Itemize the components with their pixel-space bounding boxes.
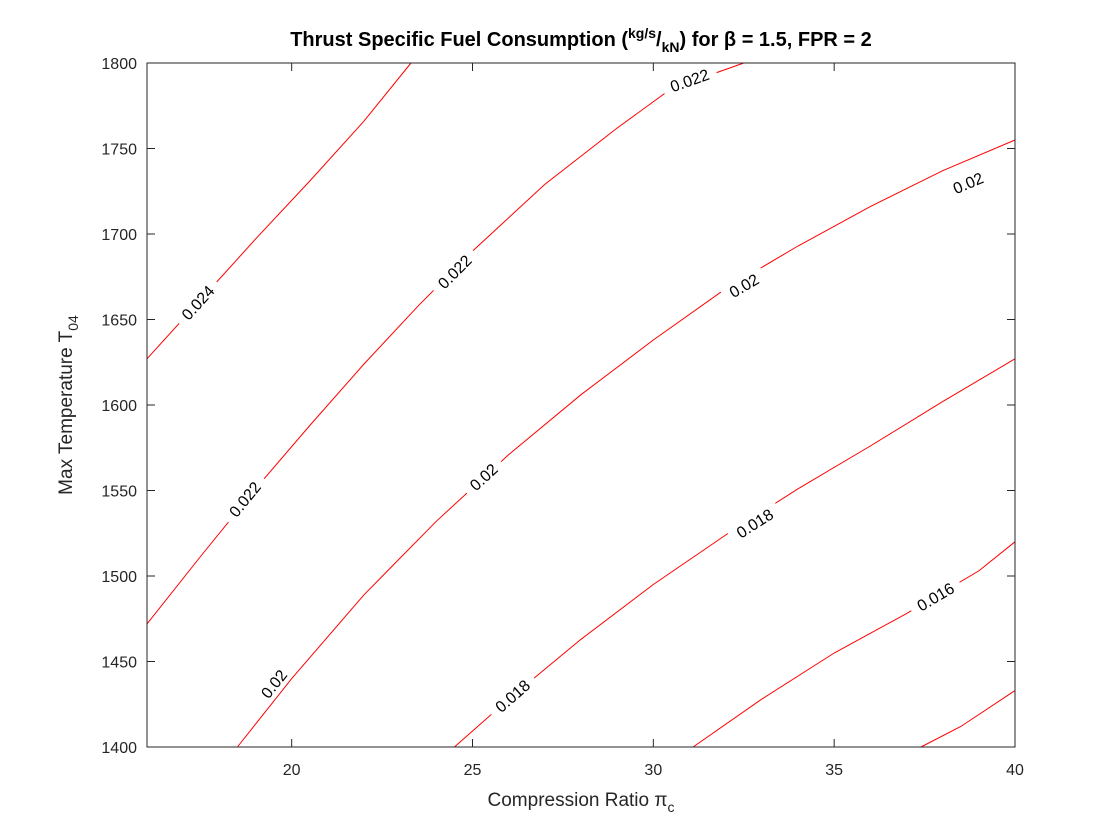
x-axis-label-text: Compression Ratio π xyxy=(488,790,668,811)
contour-label-gap xyxy=(718,264,769,306)
x-tick-label: 35 xyxy=(825,762,843,779)
y-tick-label: 1450 xyxy=(101,655,137,672)
contour-label-gap xyxy=(659,61,720,99)
chart-title: Thrust Specific Fuel Consumption (kg/s/k… xyxy=(290,25,872,55)
contour-label-gap xyxy=(484,669,540,722)
x-tick-label: 40 xyxy=(1006,762,1024,779)
y-axis-label-subscript: 04 xyxy=(65,315,81,331)
chart-title-suffix: ) for β = 1.5, FPR = 2 xyxy=(680,29,872,51)
y-axis-label: Max Temperature T04 xyxy=(56,315,81,495)
y-tick-label: 1550 xyxy=(101,484,137,501)
contour-line-5 xyxy=(920,690,1016,748)
y-tick-label: 1800 xyxy=(101,56,137,73)
chart-title-unit-bottom: kN xyxy=(662,39,680,55)
y-tick-label: 1750 xyxy=(101,142,137,159)
y-tick-label: 1700 xyxy=(101,227,137,244)
y-axis-label-text: Max Temperature T xyxy=(56,330,77,494)
x-axis-label: Compression Ratio πc xyxy=(488,790,675,815)
y-tick-label: 1600 xyxy=(101,398,137,415)
chart-title-prefix: Thrust Specific Fuel Consumption ( xyxy=(290,29,628,51)
y-tick-label: 1650 xyxy=(101,313,137,330)
y-tick-label: 1500 xyxy=(101,569,137,586)
contour-label-gap xyxy=(427,244,482,299)
chart-title-unit-top: kg/s xyxy=(628,25,656,41)
contour-label-gap xyxy=(942,164,994,202)
chart-title-unit-slash: / xyxy=(656,29,662,51)
x-tick-label: 30 xyxy=(644,762,662,779)
contour-label-gap xyxy=(219,471,271,528)
x-tick-label: 20 xyxy=(283,762,301,779)
contour-label-gap xyxy=(725,499,784,547)
tick-layer: 20 25 30 35 40 1400 1450 1500 1550 1600 1650 1700 17… xyxy=(101,56,1024,779)
contour-label-gap xyxy=(459,453,508,500)
contour-label-gap xyxy=(171,274,224,330)
x-axis-label-subscript: c xyxy=(667,799,674,815)
x-tick-label: 25 xyxy=(464,762,482,779)
plot-area xyxy=(147,63,1015,747)
contour-label-gap xyxy=(251,659,296,709)
contour-line-2 xyxy=(237,139,1016,748)
y-tick-label: 1400 xyxy=(101,740,137,757)
contour-line-4 xyxy=(692,541,1016,748)
contour-label-gap xyxy=(906,573,965,620)
